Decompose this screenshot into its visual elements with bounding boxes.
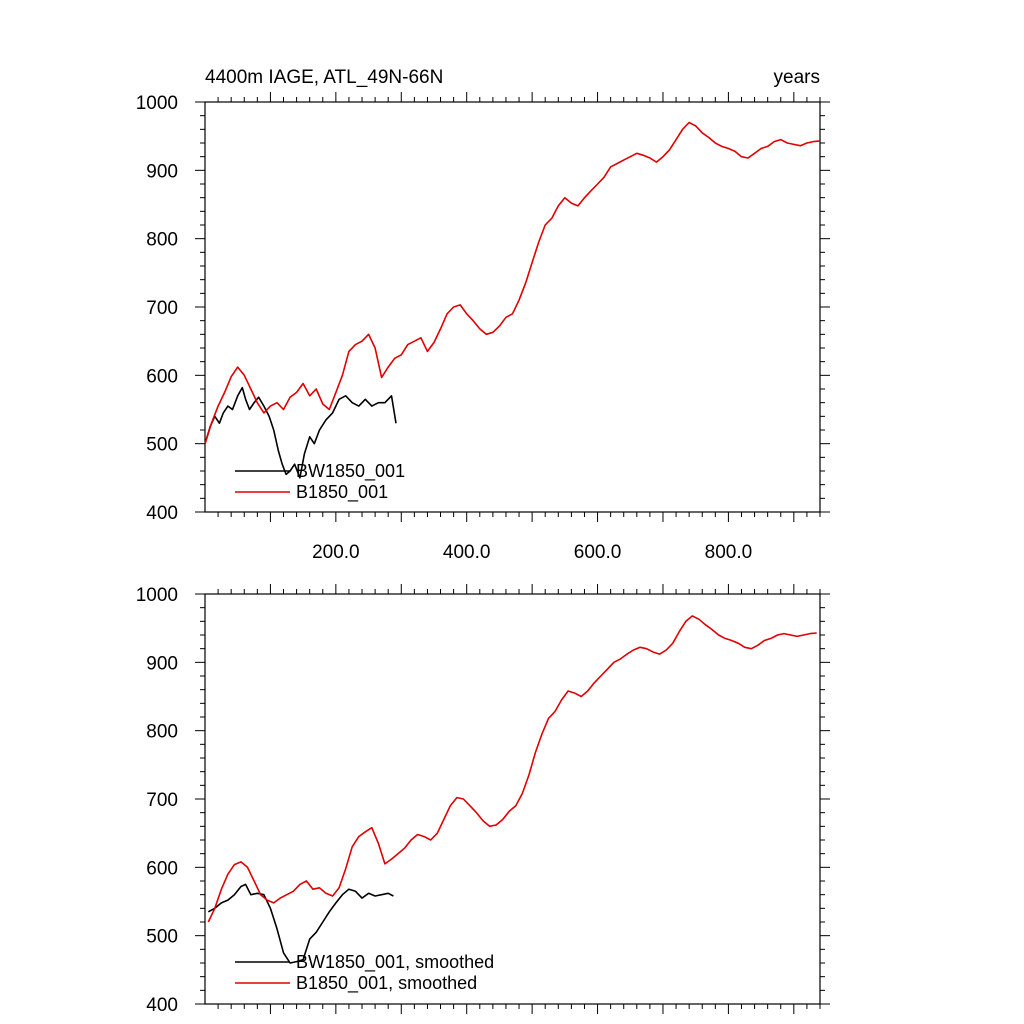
x-axis-tick-labels: 200.0 400.0 600.0 800.0 [312,542,752,563]
y-tick-label: 700 [146,298,178,319]
plot-frame [204,593,821,1005]
top-panel: 4400m IAGE, ATL_49N-66N years 400 500 600 7… [136,67,830,563]
series-lines [204,121,821,479]
legend-label-bw1850-smoothed: BW1850_001, smoothed [296,952,494,973]
y-axis-tick-labels: 400 500 600 700 800 900 1000 [136,585,178,1016]
y-tick-label: 900 [146,161,178,182]
legend: BW1850_001, smoothed B1850_001, smoothed [235,952,494,994]
bottom-panel: 400 500 600 700 800 900 1000 BW1850_001, smoot… [136,584,830,1016]
y-tick-label: 900 [146,653,178,674]
y-axis-tick-labels: 400 500 600 700 800 900 1000 [136,93,178,524]
series-line-bw1850-001 [204,386,397,479]
legend-label-b1850-smoothed: B1850_001, smoothed [296,973,477,994]
y-tick-label: 700 [146,790,178,811]
series-lines [207,615,817,964]
y-tick-label: 500 [146,927,178,948]
y-tick-label: 600 [146,858,178,879]
axis-ticks [195,92,830,522]
legend: BW1850_001 B1850_001 [235,461,405,503]
legend-label-bw1850: BW1850_001 [296,461,405,482]
x-tick-label: 400.0 [443,542,491,563]
y-tick-label: 800 [146,722,178,743]
series-line-b1850-001 [204,121,821,444]
y-tick-label: 400 [146,503,178,524]
x-tick-label: 200.0 [312,542,360,563]
chart-units-label: years [774,67,820,88]
y-tick-label: 1000 [136,93,178,114]
x-tick-label: 800.0 [705,542,753,563]
plot-frame [204,101,821,513]
axis-ticks [195,584,830,1014]
legend-label-b1850: B1850_001 [296,482,388,503]
y-tick-label: 800 [146,230,178,251]
chart-title: 4400m IAGE, ATL_49N-66N [205,67,443,88]
y-tick-label: 1000 [136,585,178,606]
y-tick-label: 600 [146,366,178,387]
y-tick-label: 500 [146,435,178,456]
y-tick-label: 400 [146,995,178,1016]
series-line-b1850-001-smoothed [207,615,817,923]
series-line-bw1850-001-smoothed [207,883,394,964]
x-tick-label: 600.0 [574,542,622,563]
